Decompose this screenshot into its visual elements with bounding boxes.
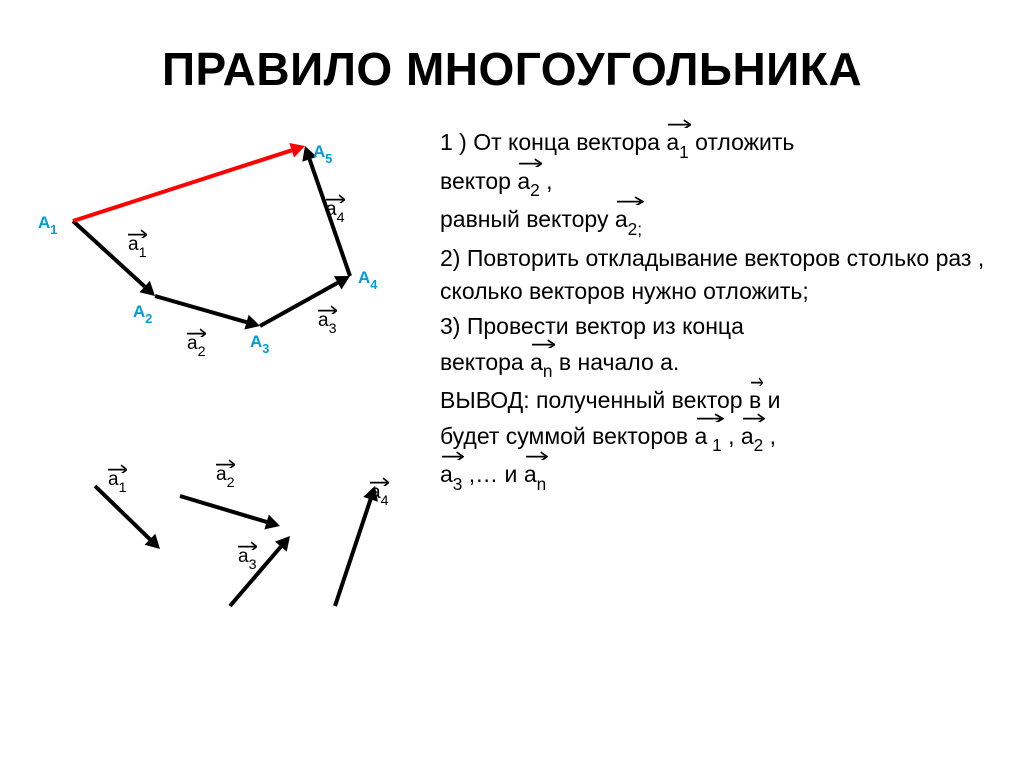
t: вектора — [440, 349, 530, 375]
vector-an: an — [530, 346, 552, 383]
step-1-line-2: вектор a2 , — [440, 165, 994, 202]
edge-label: a2 — [187, 333, 206, 358]
diagram-column: A1 A2 A3 A4 A5 a1 a2 a3 a4 a1 a2 a3 a4 — [0, 126, 440, 646]
point-label: A5 — [313, 142, 332, 164]
point-label: A4 — [358, 268, 377, 290]
edge-label: a4 — [326, 199, 345, 224]
t: и — [768, 387, 781, 413]
vector-a2b: a2 — [741, 420, 763, 457]
t: , — [546, 168, 552, 194]
t: ВЫВОД: полученный вектор — [440, 387, 749, 413]
t: будет суммой векторов — [440, 423, 695, 449]
vector-a2: a2 — [517, 165, 539, 202]
free-vector-label: a1 — [108, 469, 127, 494]
step-3-line-2: вектора an в начало a. — [440, 346, 994, 383]
vector-a1: a1 — [666, 126, 688, 163]
t: , — [770, 423, 776, 449]
point-label: A3 — [250, 332, 269, 354]
t: , — [728, 423, 741, 449]
point-label: A1 — [38, 213, 57, 235]
point-label: A2 — [133, 302, 152, 324]
content-row: A1 A2 A3 A4 A5 a1 a2 a3 a4 a1 a2 a3 a4 1 ) От конца … — [0, 126, 1024, 646]
vector-a3b: a3 — [440, 458, 462, 495]
t: отложить — [695, 129, 794, 155]
edge-label: a1 — [128, 234, 147, 259]
step-1-line-3: равный вектору a2; — [440, 203, 994, 240]
conclusion-line-3: a3 ,… и an — [440, 458, 994, 495]
t: в начало a. — [559, 349, 679, 375]
free-vector-label: a4 — [370, 482, 389, 507]
t: 1 ) От конца вектора — [440, 129, 666, 155]
vector-a1b: a 1 — [695, 420, 722, 457]
t: вектор — [440, 168, 517, 194]
free-vector-label: a3 — [238, 546, 257, 571]
edge-label: a3 — [318, 310, 337, 335]
free-vector-label: a2 — [216, 464, 235, 489]
vector-anb: an — [524, 458, 546, 495]
conclusion-line-2: будет суммой векторов a 1 , a2 , — [440, 420, 994, 457]
page-title: ПРАВИЛО МНОГОУГОЛЬНИКА — [0, 0, 1024, 96]
t: равный вектору — [440, 206, 615, 232]
explanation-text: 1 ) От конца вектора a1 отложить вектор … — [440, 126, 1024, 646]
step-2: 2) Повторить откладывание векторов столь… — [440, 242, 994, 309]
vector-a2-eq: a2; — [615, 203, 642, 240]
step-3-line-1: 3) Провести вектор из конца — [440, 310, 994, 343]
t: ,… и — [469, 461, 524, 487]
